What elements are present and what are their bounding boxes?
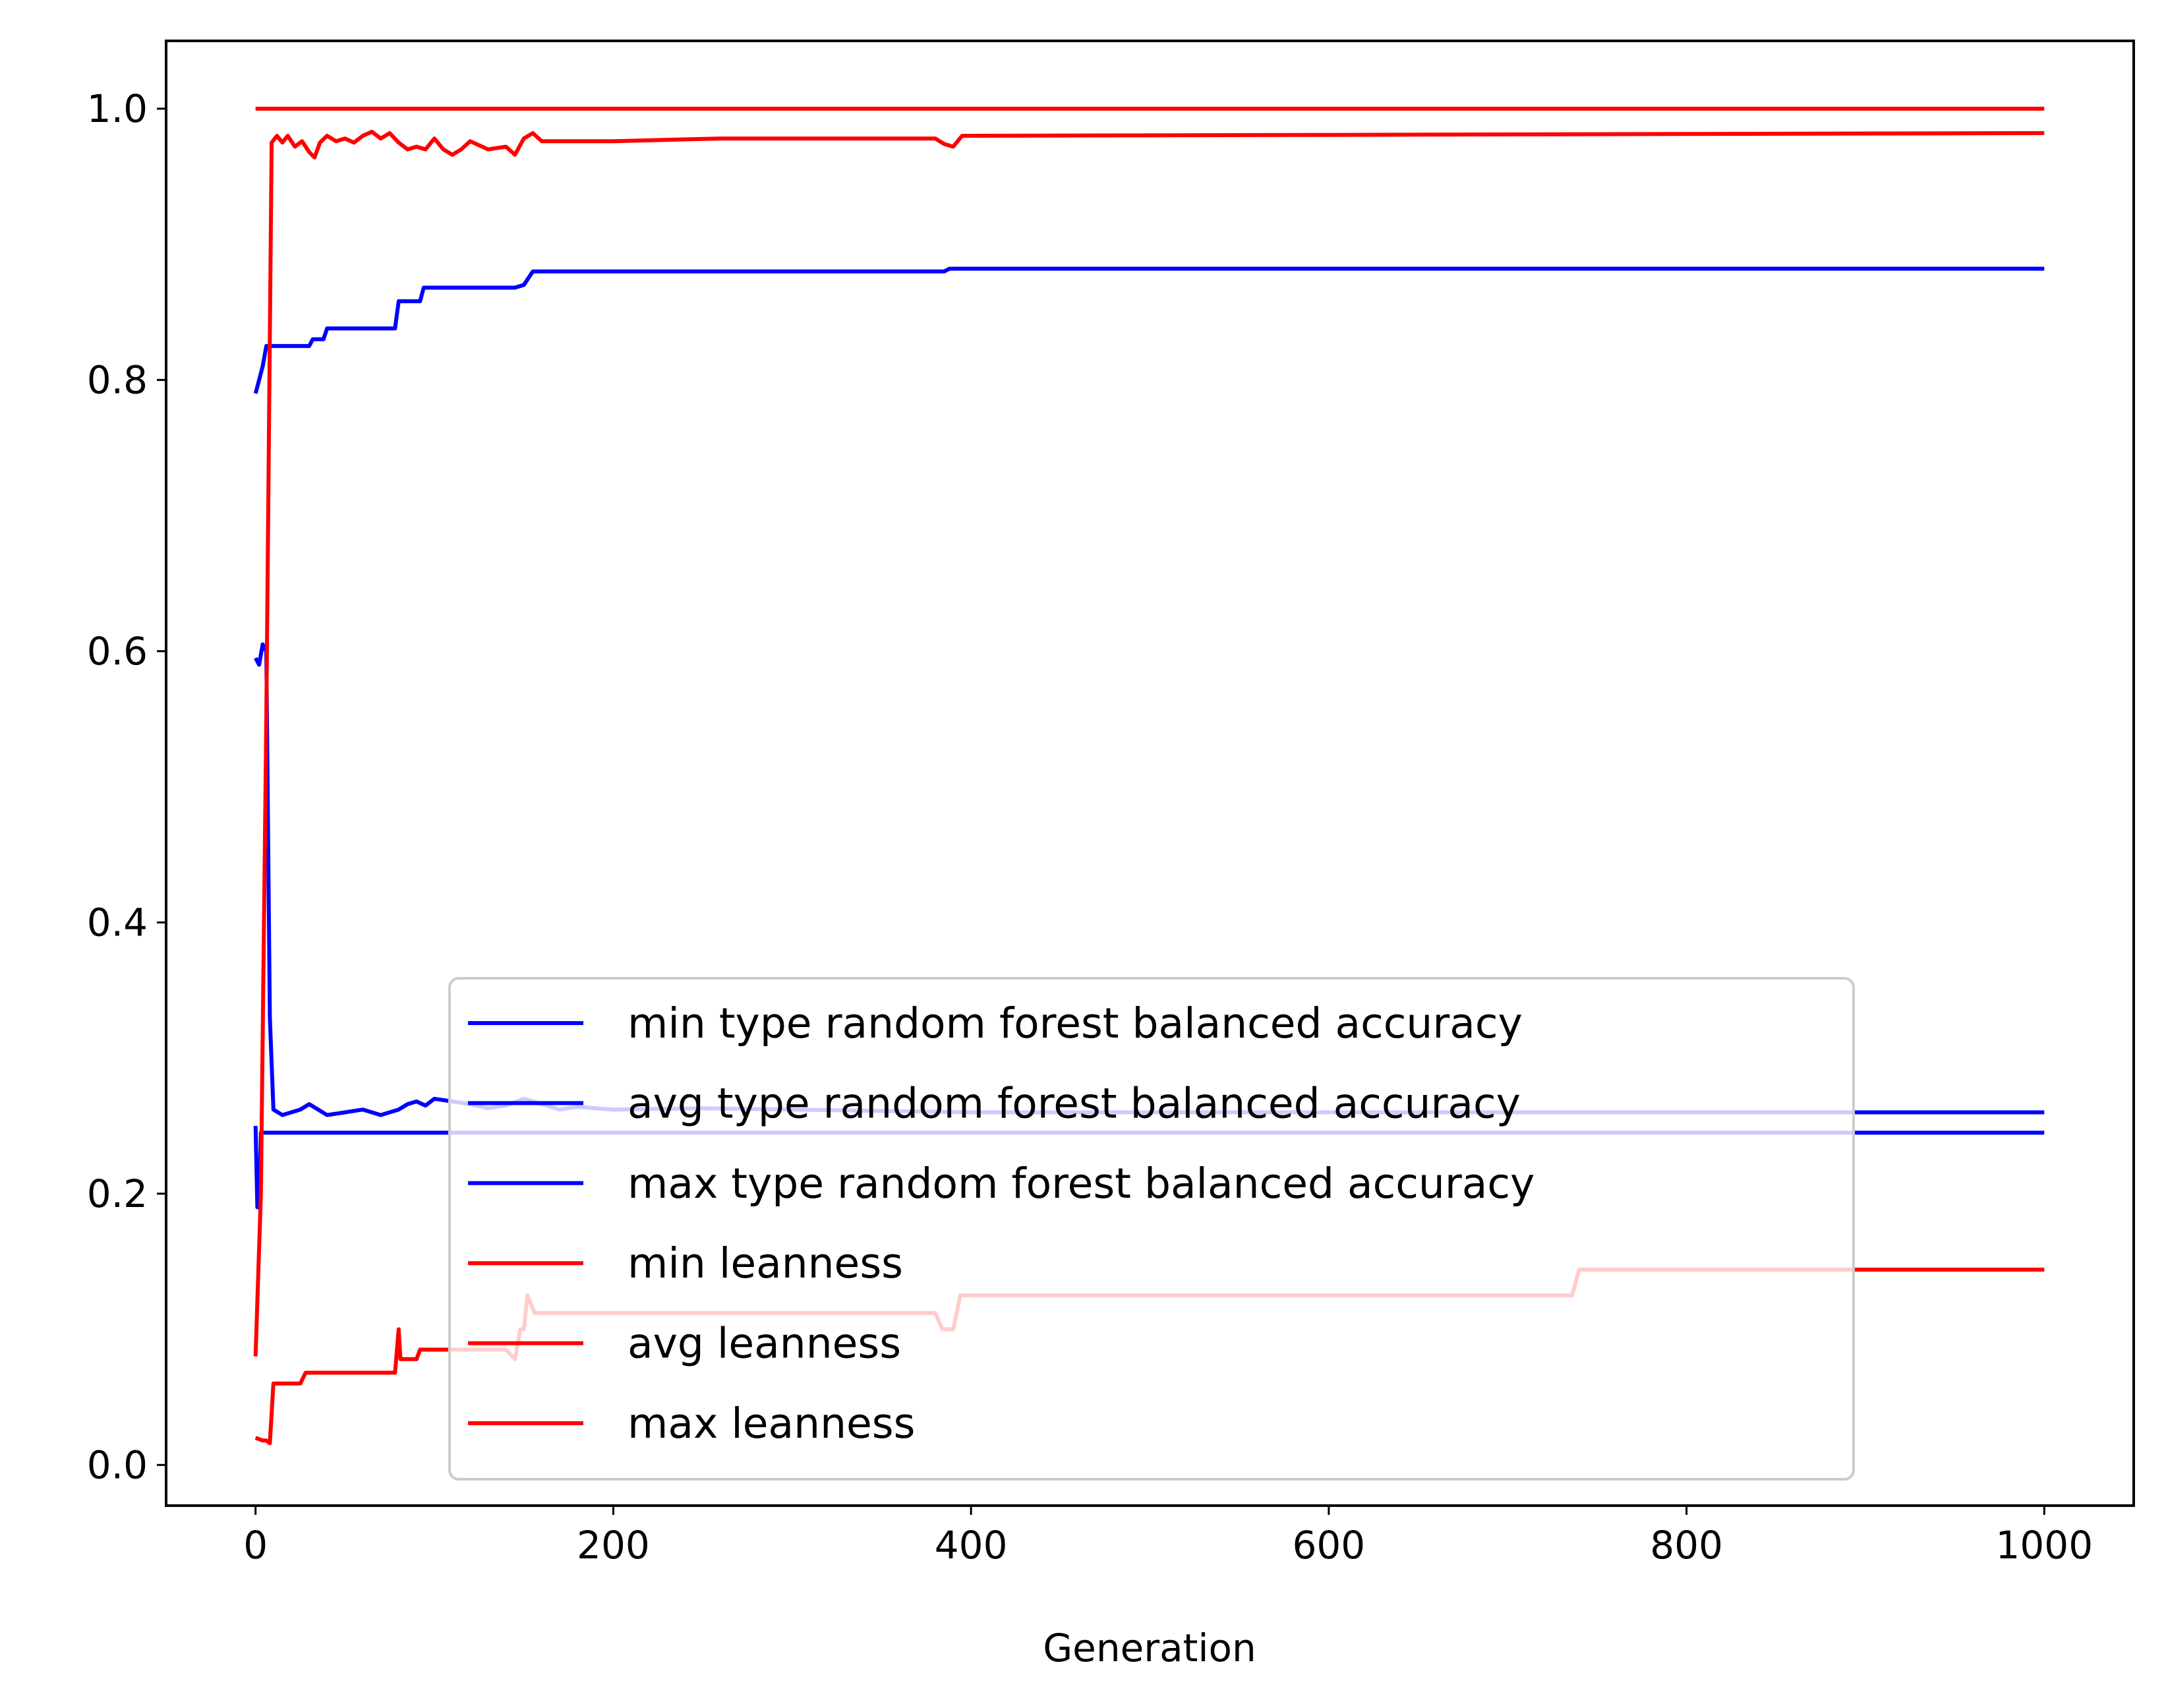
y-tick-label: 1.0	[87, 86, 148, 131]
legend-label: avg leanness	[628, 1320, 901, 1368]
y-axis-ticks: 0.0 0.2 0.4 0.6 0.8 1.0	[87, 86, 166, 1487]
x-tick-label: 200	[577, 1523, 650, 1568]
legend-label: max leanness	[628, 1399, 915, 1448]
x-tick-label: 400	[935, 1523, 1008, 1568]
x-tick-label: 600	[1293, 1523, 1366, 1568]
y-tick-label: 0.8	[87, 357, 148, 402]
x-axis-title: Generation	[1043, 1626, 1256, 1670]
x-tick-label: 1000	[1996, 1523, 2093, 1568]
legend-label: min leanness	[628, 1239, 903, 1287]
series-line-3	[253, 266, 2045, 394]
series-line-5	[253, 129, 2045, 1357]
legend-label: min type random forest balanced accuracy	[628, 999, 1523, 1047]
y-tick-label: 0.2	[87, 1171, 148, 1216]
y-tick-label: 0.6	[87, 629, 148, 674]
y-tick-label: 0.0	[87, 1442, 148, 1487]
legend-label: max type random forest balanced accuracy	[628, 1160, 1535, 1208]
legend-label: avg type random forest balanced accuracy	[628, 1079, 1521, 1127]
legend: min type random forest balanced accuracy…	[448, 977, 1855, 1481]
plot-frame	[165, 40, 2135, 1507]
x-tick-label: 800	[1650, 1523, 1723, 1568]
y-tick-label: 0.4	[87, 900, 148, 945]
legend-box	[448, 977, 1855, 1481]
x-axis-ticks: 0 200 400 600 800 1000	[243, 1506, 2093, 1568]
x-tick-label: 0	[243, 1523, 268, 1568]
